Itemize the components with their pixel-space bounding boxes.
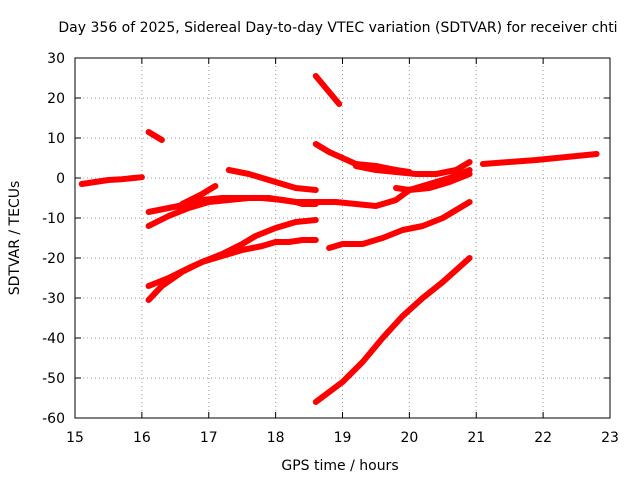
x-tick-label: 18 [267,430,285,446]
y-tick-label: -20 [42,251,65,267]
series-line-16 [479,151,600,167]
y-tick-label: -60 [42,411,65,427]
y-tick-label: -30 [42,291,65,307]
y-tick-label: -10 [42,211,65,227]
series-line-11 [312,167,473,209]
y-tick-label: 0 [56,171,65,187]
series-line-12 [312,255,473,405]
series-line-1 [78,174,145,187]
y-tick-label: 30 [47,51,65,67]
data-series [78,73,600,405]
plot-frame [74,57,611,419]
series-line-9 [312,73,343,107]
x-tick-label: 16 [133,430,151,446]
series-line-4 [145,195,319,229]
series-line-14 [352,159,473,177]
x-tick-label: 20 [400,430,418,446]
series-line-8 [225,167,319,193]
grid [75,58,610,418]
x-tick-label: 21 [467,430,485,446]
chart-title: Day 356 of 2025, Sidereal Day-to-day VTE… [58,20,617,36]
series-line-15 [393,171,473,193]
series-line-6 [145,217,319,303]
series-line-2 [145,129,165,143]
tick-labels: 15 16 17 18 19 20 21 22 23 -60 -50 -40 -30 -20 -10 0 10 2… [42,51,619,446]
y-tick-label: 20 [47,91,65,107]
x-tick-label: 15 [66,430,84,446]
y-tick-label: -40 [42,331,65,347]
y-tick-label: -50 [42,371,65,387]
series-line-7 [179,183,219,207]
x-tick-label: 19 [334,430,352,446]
x-tick-label: 22 [534,430,552,446]
x-axis-title: GPS time / hours [281,458,398,474]
x-tick-label: 23 [601,430,619,446]
series-line-13 [326,199,473,251]
y-tick-label: 10 [47,131,65,147]
x-tick-label: 17 [200,430,218,446]
y-axis-title: SDTVAR / TECUs [7,181,23,296]
